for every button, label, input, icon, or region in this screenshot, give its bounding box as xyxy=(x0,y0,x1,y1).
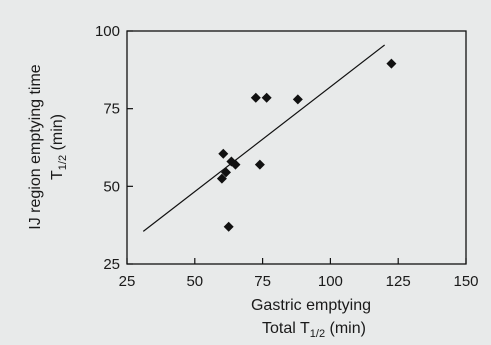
data-point xyxy=(216,173,227,184)
x-tick-label: 50 xyxy=(186,273,203,290)
y-axis-title-line2: T1/2 (min) xyxy=(49,114,69,180)
data-point xyxy=(218,148,229,159)
data-point xyxy=(230,159,241,170)
y-tick-label: 25 xyxy=(103,256,120,273)
x-axis-title-line2: Total T1/2 (min) xyxy=(262,320,366,340)
data-point xyxy=(292,94,303,105)
x-tick-label: 75 xyxy=(254,273,271,290)
x-tick-label: 25 xyxy=(119,273,136,290)
x-tick-label: 150 xyxy=(453,273,478,290)
y-axis-title-line1: IJ region emptying time xyxy=(27,64,44,230)
data-point xyxy=(254,159,265,170)
x-tick-label: 100 xyxy=(318,273,343,290)
data-point xyxy=(250,92,261,103)
y-tick-label: 50 xyxy=(103,178,120,195)
y-tick-label: 100 xyxy=(95,23,120,40)
x-axis-title-line1: Gastric emptying xyxy=(251,297,371,314)
x-tick-label: 125 xyxy=(386,273,411,290)
y-tick-label: 75 xyxy=(103,101,120,118)
data-point xyxy=(220,167,231,178)
data-point xyxy=(261,92,272,103)
data-point xyxy=(386,58,397,69)
regression-line xyxy=(142,44,386,232)
data-point xyxy=(223,221,234,232)
plot-frame xyxy=(126,30,467,265)
